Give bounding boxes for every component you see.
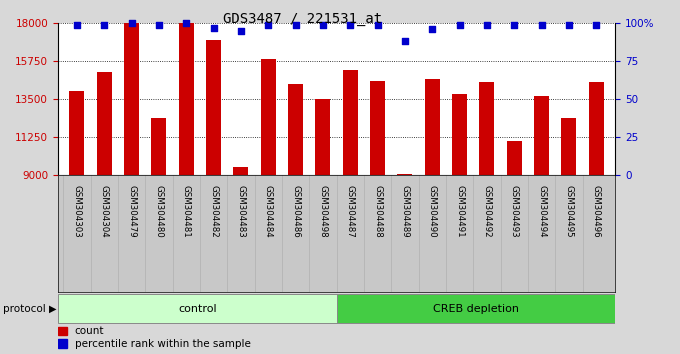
Text: GSM304483: GSM304483 bbox=[237, 184, 245, 237]
Bar bbox=[316, 99, 330, 327]
Bar bbox=[260, 58, 276, 327]
Point bbox=[399, 39, 410, 44]
Text: CREB depletion: CREB depletion bbox=[433, 304, 519, 314]
Text: GSM304487: GSM304487 bbox=[345, 184, 355, 237]
Bar bbox=[507, 141, 522, 327]
Text: GDS3487 / 221531_at: GDS3487 / 221531_at bbox=[223, 12, 382, 27]
Point bbox=[372, 22, 383, 27]
Text: GSM304488: GSM304488 bbox=[373, 184, 382, 237]
Text: GSM304479: GSM304479 bbox=[127, 184, 136, 237]
Bar bbox=[452, 94, 467, 327]
Text: GSM304492: GSM304492 bbox=[482, 184, 492, 237]
Point bbox=[71, 22, 82, 27]
Bar bbox=[152, 118, 167, 327]
Bar bbox=[233, 167, 248, 327]
FancyBboxPatch shape bbox=[58, 295, 337, 323]
Point bbox=[99, 22, 109, 27]
Text: GSM304494: GSM304494 bbox=[537, 184, 546, 237]
Point bbox=[235, 28, 246, 33]
Bar bbox=[124, 23, 139, 327]
Point bbox=[208, 25, 219, 30]
Point bbox=[509, 22, 520, 27]
Text: GSM304481: GSM304481 bbox=[182, 184, 191, 237]
Point bbox=[454, 22, 465, 27]
Text: percentile rank within the sample: percentile rank within the sample bbox=[75, 338, 250, 349]
Bar bbox=[562, 118, 577, 327]
Point bbox=[427, 26, 438, 32]
Text: GSM304489: GSM304489 bbox=[401, 184, 409, 237]
Bar bbox=[589, 82, 604, 327]
Bar bbox=[58, 326, 67, 335]
Text: GSM304482: GSM304482 bbox=[209, 184, 218, 237]
Text: ▶: ▶ bbox=[49, 304, 56, 314]
Text: GSM304303: GSM304303 bbox=[73, 184, 82, 237]
Point bbox=[126, 20, 137, 26]
Text: GSM304496: GSM304496 bbox=[592, 184, 600, 237]
Text: GSM304491: GSM304491 bbox=[455, 184, 464, 237]
Point bbox=[564, 22, 575, 27]
Point bbox=[536, 22, 547, 27]
Bar bbox=[397, 173, 413, 327]
Bar bbox=[534, 96, 549, 327]
Text: control: control bbox=[178, 304, 216, 314]
Point bbox=[481, 22, 492, 27]
Bar bbox=[206, 40, 221, 327]
Text: GSM304484: GSM304484 bbox=[264, 184, 273, 237]
Text: GSM304493: GSM304493 bbox=[510, 184, 519, 237]
Bar bbox=[343, 70, 358, 327]
Bar bbox=[370, 80, 385, 327]
Point bbox=[154, 22, 165, 27]
Text: GSM304495: GSM304495 bbox=[564, 184, 573, 237]
Point bbox=[263, 22, 274, 27]
Bar bbox=[179, 23, 194, 327]
Point bbox=[591, 22, 602, 27]
Point bbox=[290, 22, 301, 27]
Point bbox=[318, 22, 328, 27]
Point bbox=[345, 22, 356, 27]
Text: protocol: protocol bbox=[3, 304, 46, 314]
Text: GSM304480: GSM304480 bbox=[154, 184, 163, 237]
Text: GSM304304: GSM304304 bbox=[100, 184, 109, 237]
Bar bbox=[288, 84, 303, 327]
Bar bbox=[479, 82, 494, 327]
Text: GSM304490: GSM304490 bbox=[428, 184, 437, 237]
Bar bbox=[58, 339, 67, 348]
Bar bbox=[97, 72, 112, 327]
Bar bbox=[425, 79, 440, 327]
Text: GSM304498: GSM304498 bbox=[318, 184, 328, 237]
Bar bbox=[69, 91, 84, 327]
Point bbox=[181, 20, 192, 26]
Text: count: count bbox=[75, 326, 104, 336]
Text: GSM304486: GSM304486 bbox=[291, 184, 300, 237]
FancyBboxPatch shape bbox=[337, 295, 615, 323]
